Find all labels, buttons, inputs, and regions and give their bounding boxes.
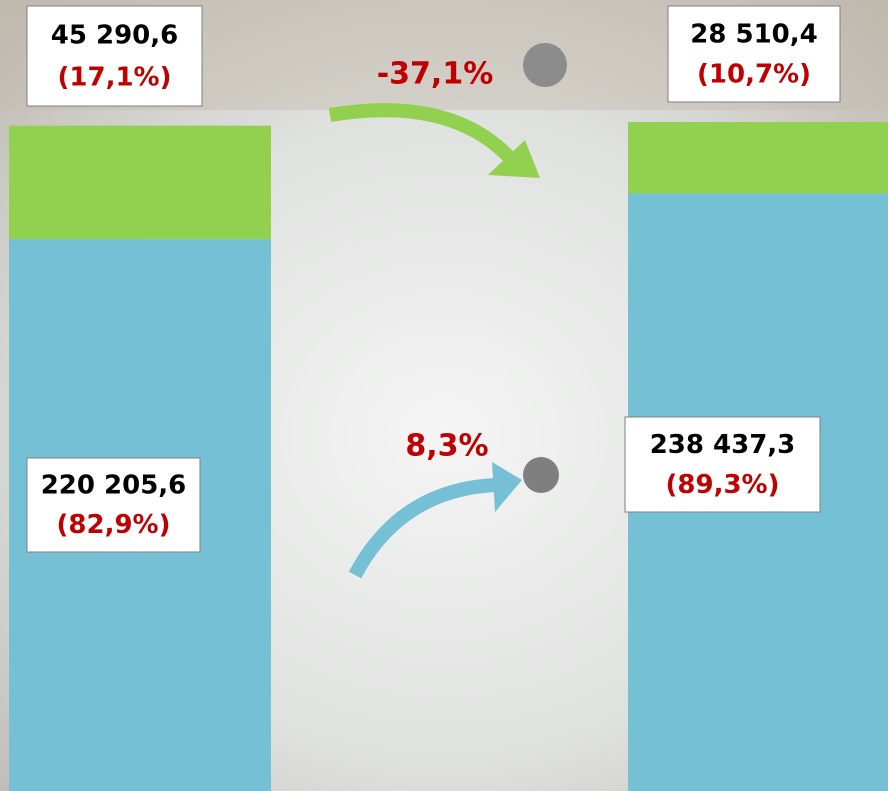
bar-segment xyxy=(628,122,888,194)
change-arrowhead xyxy=(492,462,522,512)
share-label: (17,1%) xyxy=(58,63,172,93)
value-label: 28 510,4 xyxy=(690,19,817,49)
label-box xyxy=(26,457,201,553)
value-label: 45 290,6 xyxy=(51,21,178,51)
label-box xyxy=(26,5,203,107)
value-label: 220 205,6 xyxy=(41,471,187,501)
label-box xyxy=(624,416,821,513)
marker-dot xyxy=(523,43,567,87)
change-label: -37,1% xyxy=(377,57,494,92)
bar-segment xyxy=(9,125,271,240)
label-box xyxy=(667,5,841,103)
share-label: (89,3%) xyxy=(666,470,780,500)
share-label: (10,7%) xyxy=(697,60,811,90)
change-label: 8,3% xyxy=(405,429,488,464)
change-arrow xyxy=(348,478,496,579)
marker-dot xyxy=(523,457,559,493)
change-arrowhead xyxy=(488,140,540,178)
value-label: 238 437,3 xyxy=(650,430,796,460)
change-arrow xyxy=(328,103,516,163)
share-label: (82,9%) xyxy=(57,510,171,540)
